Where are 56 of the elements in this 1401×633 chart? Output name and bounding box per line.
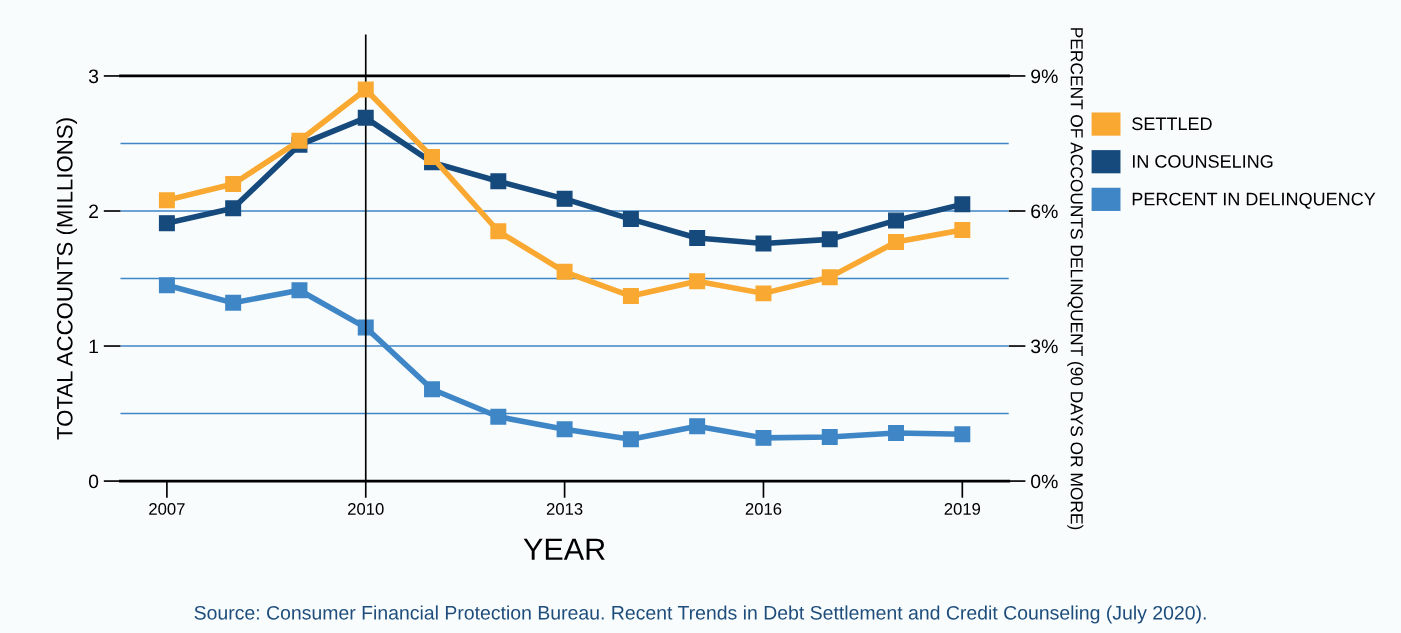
- point: [689, 418, 706, 435]
- point: [954, 221, 971, 238]
- point: [158, 277, 175, 294]
- point: [291, 132, 308, 149]
- point: [490, 223, 507, 240]
- point: [689, 273, 706, 290]
- x-axis-title: YEAR: [523, 538, 605, 560]
- point: [556, 263, 573, 280]
- point: [755, 285, 772, 302]
- x-tick-label: 2016: [745, 503, 782, 515]
- point: [888, 424, 905, 441]
- y2-axis-title: PERCENT OF ACCOUNTS DELINQUENT (90 DAYS OR MORE): [1067, 28, 1084, 530]
- point: [622, 288, 639, 305]
- point: [821, 231, 838, 248]
- point: [556, 190, 573, 207]
- point: [755, 235, 772, 252]
- point: [888, 234, 905, 251]
- point: [225, 176, 242, 192]
- x-tick-label: 2010: [348, 503, 384, 515]
- point: [424, 381, 441, 398]
- source-note: Source: Consumer Financial Protection Bureau. Recent Trends in Debt Settlement and Credit Counseling (July 2020).: [194, 605, 1206, 624]
- point: [821, 269, 838, 286]
- point: [755, 429, 772, 446]
- y-tick-label: 2: [89, 204, 98, 219]
- y-tick-label: 0: [88, 474, 99, 489]
- x-tick-label: 2013: [546, 503, 583, 515]
- point: [357, 109, 374, 126]
- legend-label: SETTLED: [1132, 117, 1212, 131]
- point: [954, 196, 971, 213]
- point: [954, 426, 971, 443]
- point: [622, 211, 639, 228]
- legend-label: PERCENT IN DELINQUENCY: [1132, 192, 1376, 209]
- point: [424, 148, 441, 165]
- y2-tick-label: 3%: [1030, 339, 1058, 354]
- point: [556, 421, 573, 438]
- y-axis-title: TOTAL ACCOUNTS (MILLIONS): [56, 118, 78, 440]
- point: [158, 192, 175, 209]
- point: [225, 294, 242, 311]
- y-tick-label: 1: [89, 339, 99, 354]
- point: [888, 212, 905, 229]
- point: [689, 230, 706, 246]
- y2-tick-label: 6%: [1031, 204, 1058, 219]
- point: [490, 408, 507, 425]
- y-tick-label: 3: [88, 69, 99, 84]
- point: [357, 81, 374, 98]
- point: [291, 282, 308, 299]
- x-tick-label: 2007: [149, 503, 185, 515]
- point: [821, 428, 838, 445]
- point: [490, 173, 507, 190]
- point: [225, 200, 242, 217]
- legend-label: IN COUNSELING: [1132, 155, 1273, 168]
- y2-tick-label: 9%: [1031, 69, 1058, 84]
- x-tick-label: 2019: [944, 503, 981, 515]
- point: [622, 431, 639, 448]
- point: [158, 215, 175, 232]
- y2-tick-label: 0%: [1031, 474, 1058, 489]
